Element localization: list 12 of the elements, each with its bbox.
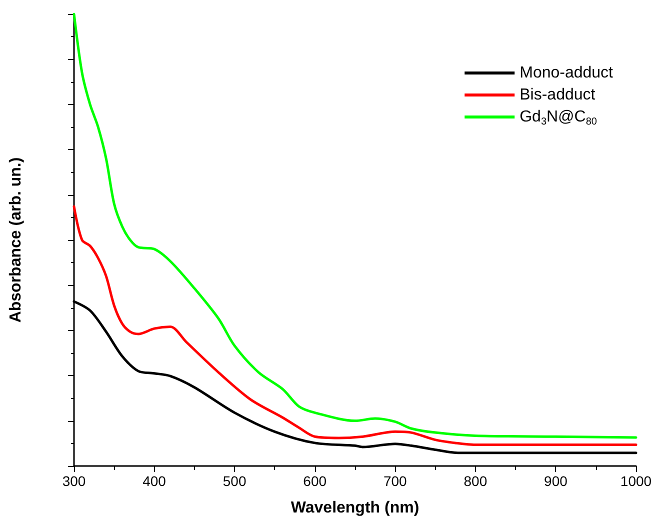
legend-label: Bis-adduct <box>520 86 596 104</box>
x-tick-label: 400 <box>142 473 166 489</box>
x-axis-title: Wavelength (nm) <box>290 500 420 516</box>
legend-label: Mono-adduct <box>520 64 614 82</box>
x-tick-label: 700 <box>383 473 408 489</box>
x-tick-label: 600 <box>303 473 327 489</box>
x-tick-label: 900 <box>544 473 568 489</box>
x-tick-label: 1000 <box>620 473 652 489</box>
y-axis-title: Absorbance (arb. un.) <box>8 157 24 323</box>
x-tick-label: 500 <box>222 473 246 489</box>
x-tick-label: 800 <box>464 473 488 489</box>
x-tick-label: 300 <box>62 473 86 489</box>
